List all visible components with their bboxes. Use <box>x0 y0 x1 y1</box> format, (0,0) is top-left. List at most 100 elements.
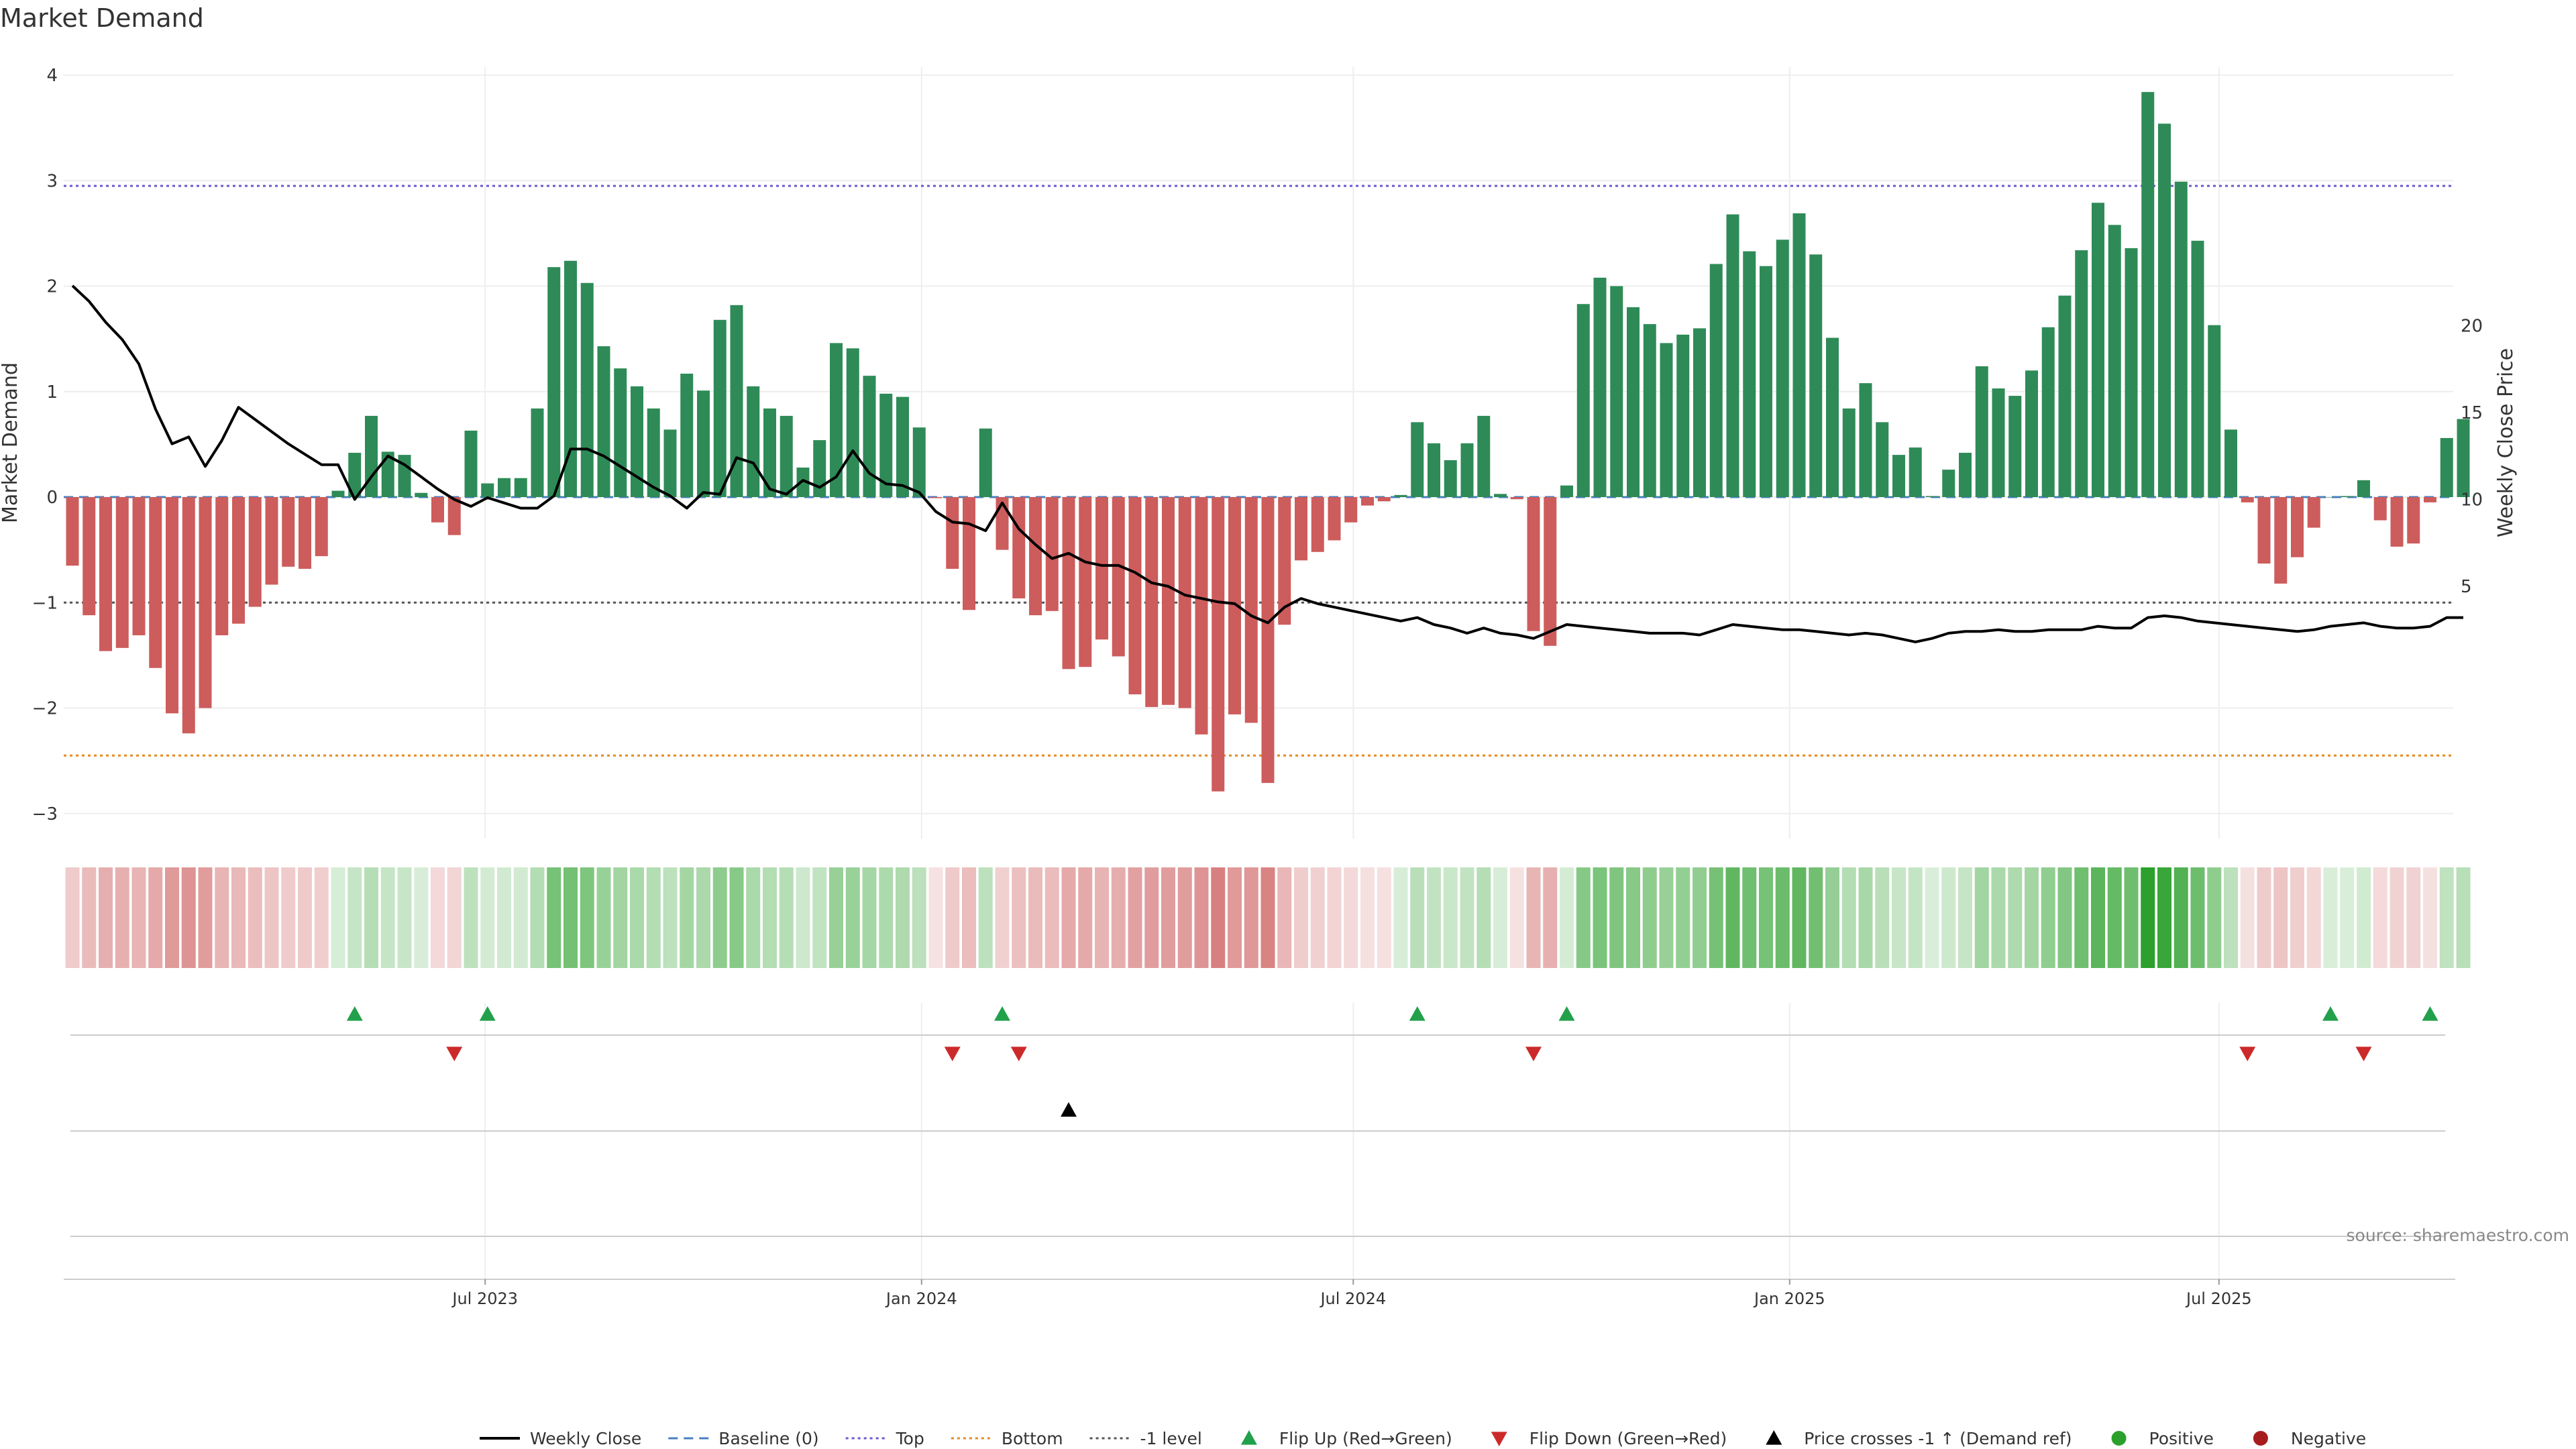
demand-bar <box>215 497 229 635</box>
flip-up-marker <box>2322 1006 2339 1021</box>
x-tick-label: Jan 2025 <box>1753 1289 1825 1308</box>
heat-cell <box>1327 867 1342 968</box>
heat-cell <box>1294 867 1308 968</box>
heat-cell <box>1875 867 1890 968</box>
heat-cell <box>2091 867 2105 968</box>
demand-bar <box>1627 307 1640 497</box>
flip-up-marker <box>1409 1006 1426 1021</box>
heat-cell <box>1260 867 1275 968</box>
heat-cell <box>1310 867 1325 968</box>
y-tick-label-left: −2 <box>32 699 58 719</box>
heat-cell <box>2439 867 2454 968</box>
demand-bar <box>315 497 328 557</box>
heat-cell <box>264 867 279 968</box>
demand-bar <box>1527 497 1540 631</box>
event-rows <box>70 1006 2445 1237</box>
demand-bar <box>199 497 212 708</box>
x-tick-label: Jul 2024 <box>1319 1289 1386 1308</box>
heat-cell <box>1161 867 1175 968</box>
heat-cell <box>2041 867 2055 968</box>
flip-up-marker <box>479 1006 496 1021</box>
demand-bar <box>1809 254 1823 497</box>
heat-cell <box>2323 867 2338 968</box>
legend-label: Negative <box>2291 1429 2366 1448</box>
heat-cell <box>1244 867 1258 968</box>
demand-bar <box>647 408 660 497</box>
demand-bar <box>514 478 527 497</box>
y-tick-label-left: 1 <box>46 382 58 402</box>
flip-up-marker <box>346 1006 363 1021</box>
demand-bar <box>1494 494 1507 497</box>
demand-bar <box>1560 485 1573 497</box>
heat-cell <box>1211 867 1226 968</box>
heat-cell <box>613 867 628 968</box>
demand-bar <box>1128 497 1142 695</box>
demand-bar <box>663 429 677 497</box>
demand-bar <box>464 430 478 497</box>
heat-cell <box>1393 867 1408 968</box>
demand-bar <box>2075 250 2088 497</box>
heat-cell <box>2107 867 2122 968</box>
demand-bar <box>1311 497 1324 552</box>
demand-bar <box>1892 455 1905 497</box>
demand-bar <box>2125 248 2138 497</box>
heat-cell <box>1991 867 2006 968</box>
demand-bar <box>447 497 461 535</box>
demand-bar <box>946 497 959 569</box>
heat-cell <box>131 867 146 968</box>
heat-cell <box>464 867 478 968</box>
heat-cell <box>2057 867 2072 968</box>
demand-bar <box>1942 470 1955 497</box>
heat-cell <box>2207 867 2222 968</box>
heat-cell <box>547 867 561 968</box>
source-label: source: sharemaestro.com <box>2347 1226 2570 1245</box>
demand-bar <box>1112 497 1125 657</box>
legend-item: Top <box>845 1429 924 1448</box>
heat-cell <box>1560 867 1574 968</box>
price-cross-marker <box>1061 1102 1077 1117</box>
demand-bar <box>166 497 178 714</box>
heat-cell <box>663 867 678 968</box>
heat-cell <box>1709 867 1723 968</box>
demand-bar <box>1709 264 1723 497</box>
demand-bar <box>481 483 494 497</box>
demand-bar <box>912 427 926 497</box>
heat-cell <box>2390 867 2404 968</box>
flip-down-marker <box>1525 1046 1542 1061</box>
legend-item: Baseline (0) <box>668 1429 819 1448</box>
legend: Weekly Close Baseline (0) Top Bottom -1 leve… <box>480 1429 2366 1448</box>
legend-label: Flip Down (Green→Red) <box>1529 1429 1727 1448</box>
demand-bar <box>1925 496 1939 497</box>
heat-cell <box>1974 867 1989 968</box>
heat-cell <box>829 867 843 968</box>
demand-bar <box>1178 497 1191 708</box>
heat-cell <box>978 867 993 968</box>
demand-bar <box>963 497 975 610</box>
heat-cell <box>380 867 395 968</box>
demand-bar <box>2174 181 2188 497</box>
demand-bar <box>1859 383 1872 497</box>
heat-cell <box>2025 867 2039 968</box>
demand-bar <box>365 415 378 497</box>
heat-cell <box>347 867 362 968</box>
demand-bar <box>431 497 444 523</box>
reference-lines <box>64 184 2453 757</box>
demand-bar <box>2424 497 2436 502</box>
demand-bar <box>1012 497 1026 598</box>
heat-cell <box>1493 867 1507 968</box>
heat-cell <box>1477 867 1491 968</box>
demand-bar <box>83 497 96 616</box>
demand-bar <box>1693 328 1706 497</box>
heat-cell <box>1892 867 1906 968</box>
heat-cell <box>1526 867 1541 968</box>
demand-bar <box>1095 497 1108 640</box>
heat-cell <box>1742 867 1757 968</box>
demand-bar <box>2141 92 2155 497</box>
heat-cell <box>2357 867 2371 968</box>
flip-down-marker <box>2239 1046 2256 1061</box>
demand-bar <box>1394 494 1407 497</box>
y-tick-label-left: 3 <box>46 171 58 191</box>
demand-bar <box>2307 497 2320 528</box>
heat-cell <box>2456 867 2471 968</box>
demand-bar <box>1992 388 2005 497</box>
